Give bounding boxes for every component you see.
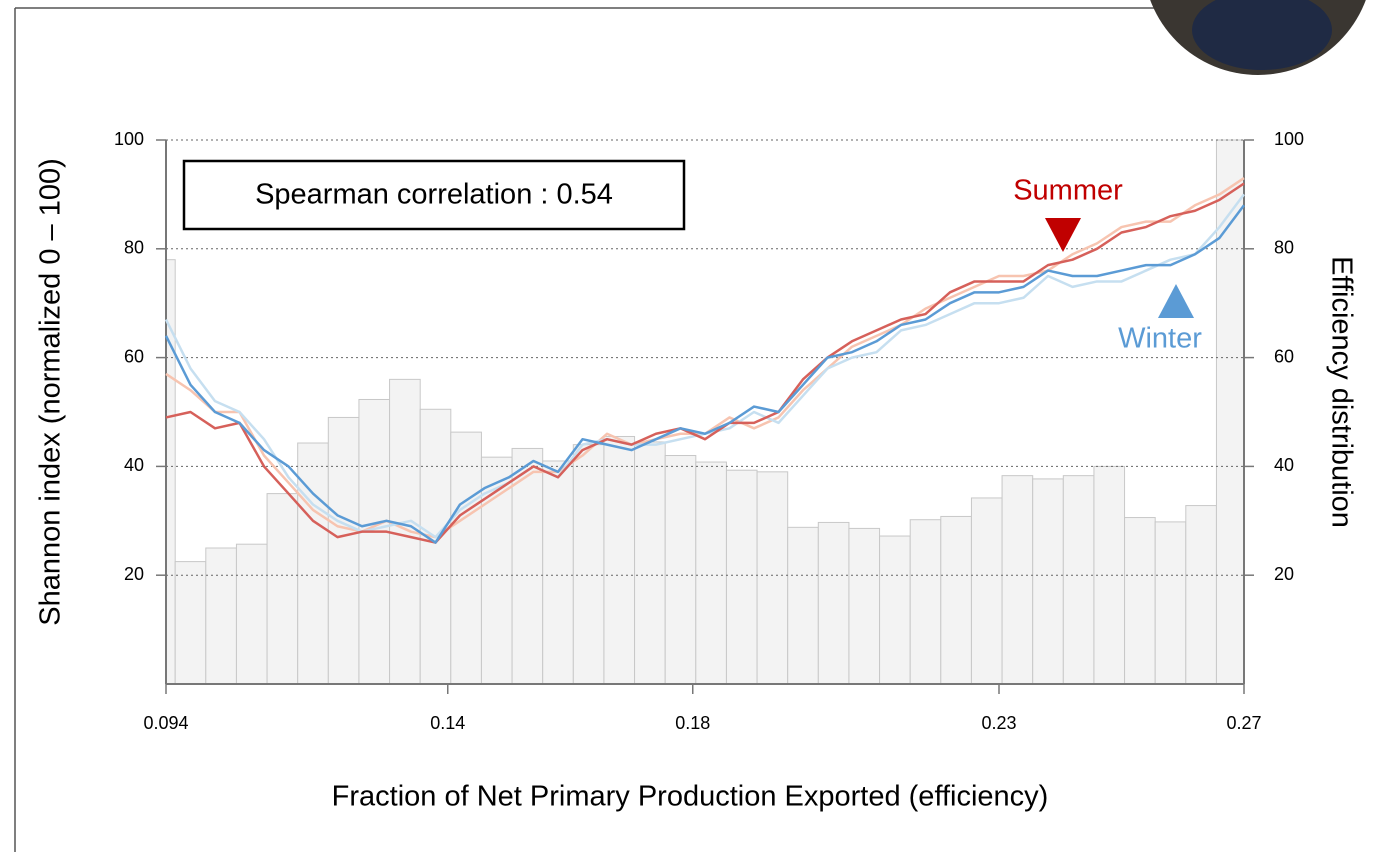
histogram-bar <box>572 444 605 685</box>
histogram-bar <box>358 398 391 685</box>
histogram-bar <box>1215 139 1245 685</box>
histogram-bar <box>419 408 452 685</box>
annotation: Winter <box>1118 323 1202 355</box>
histogram-bar <box>603 435 636 685</box>
histogram-bar <box>1062 475 1095 685</box>
x-tick-label: 0.23 <box>981 713 1016 733</box>
histogram-bar <box>695 461 727 685</box>
y2-tick-label: 40 <box>1274 455 1294 475</box>
series-line <box>164 204 1245 544</box>
x-tick-label: 0.094 <box>143 713 188 733</box>
x-tick-label: 0.27 <box>1226 713 1261 733</box>
histogram-bar <box>174 561 207 685</box>
y2-tick-label: 100 <box>1274 129 1304 149</box>
annotation-marker <box>1045 218 1081 252</box>
y2-tick-label: 80 <box>1274 238 1294 258</box>
histogram-bar <box>848 527 881 685</box>
stat-box <box>182 159 686 231</box>
histogram-bar <box>817 521 850 685</box>
avatar-shirt <box>1192 0 1332 70</box>
x-tick-label: 0.14 <box>430 713 465 733</box>
y2-tick-label: 60 <box>1274 346 1294 366</box>
histogram-bar <box>1154 521 1187 685</box>
histogram-bar <box>1124 517 1156 685</box>
stat-text: Spearman correlation : 0.54 <box>255 179 613 211</box>
y-axis-label: Shannon index (normalized 0 – 100) <box>35 158 67 626</box>
x-tick-label: 0.18 <box>675 713 710 733</box>
histogram-bar <box>970 497 1003 685</box>
histogram-bar <box>235 543 268 685</box>
plot: 20 40 60 80 100 20 40 60 80 100 0.094 0.14 0.18 0.23 0… <box>114 129 1304 733</box>
y2-tick-label: 20 <box>1274 564 1294 584</box>
histogram-bar <box>940 515 972 685</box>
histogram-bar <box>664 455 697 685</box>
y2-axis-label: Efficiency distribution <box>1325 256 1357 528</box>
histogram-bar <box>450 431 482 685</box>
histogram-bar <box>542 460 574 685</box>
y-tick-label: 80 <box>124 238 144 258</box>
histogram-bar <box>1185 505 1217 685</box>
y-tick-label: 60 <box>124 346 144 366</box>
histogram-bar <box>634 441 666 685</box>
histogram-bar <box>1093 465 1126 685</box>
x-axis-label: Fraction of Net Primary Production Expor… <box>332 781 1049 813</box>
histogram-bar <box>1032 478 1064 685</box>
histogram-bar <box>909 519 942 685</box>
annotation: Summer <box>1013 175 1123 207</box>
y-tick-label: 100 <box>114 129 144 149</box>
histogram-bar <box>879 535 911 685</box>
histogram-bar <box>266 493 299 685</box>
annotation-marker <box>1158 284 1194 318</box>
histogram-bar <box>756 471 789 685</box>
histogram-bar <box>511 447 544 685</box>
histogram-bar <box>297 442 329 685</box>
histogram-bar <box>327 416 360 685</box>
y-tick-label: 20 <box>124 564 144 584</box>
histogram-bar <box>1001 475 1034 685</box>
y-tick-label: 40 <box>124 455 144 475</box>
histogram-bar <box>725 469 758 685</box>
histogram-bar <box>205 547 237 685</box>
series-line <box>165 182 1245 544</box>
histogram-bar <box>787 526 819 685</box>
